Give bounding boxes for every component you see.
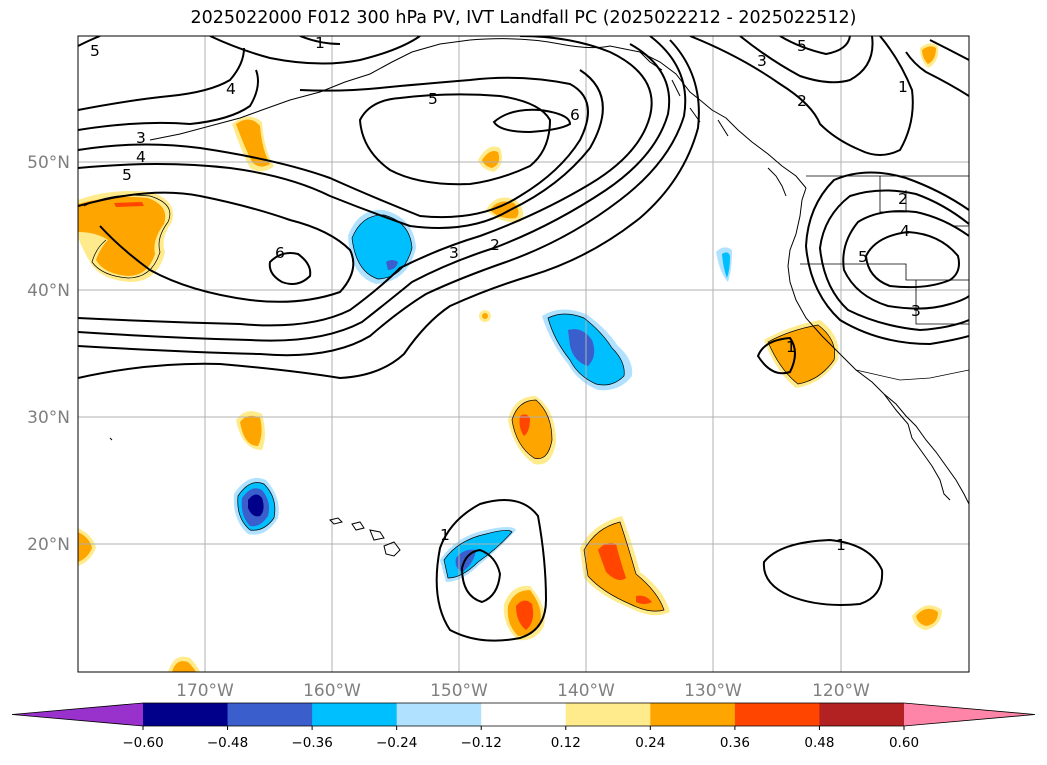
anomaly-outlines [83, 194, 835, 612]
anomaly-positive [598, 542, 626, 580]
contour-label: 5 [858, 248, 868, 266]
anomaly-positive [916, 608, 938, 626]
colorbar-segment [734, 703, 820, 726]
colorbar-tick-label: −0.24 [376, 735, 417, 751]
colorbar-tick-label: 0.36 [720, 735, 750, 751]
anomaly-positive [482, 313, 488, 319]
shaded-anomalies [78, 43, 942, 672]
anomaly-positive [78, 196, 166, 276]
colorbar-extend-max [904, 703, 1035, 726]
anomaly-positive [768, 325, 835, 384]
contour-label: 4 [226, 80, 236, 98]
contour-label: 2 [490, 236, 500, 254]
anomaly-positive [240, 415, 262, 446]
lon-label: 120°W [812, 681, 870, 701]
colorbar-segment [481, 703, 567, 726]
colorbar-extend-min [12, 703, 143, 726]
colorbar-segment [565, 703, 651, 726]
contour-label: 3 [757, 52, 767, 70]
contour-label: 2 [898, 190, 908, 208]
contour-label: 3 [911, 302, 921, 320]
anomaly-negative [248, 494, 264, 517]
contour-label: 4 [900, 222, 910, 240]
lat-label: 30°N [27, 408, 70, 428]
anomaly-positive [636, 595, 652, 604]
colorbar-tick-label: −0.48 [207, 735, 248, 751]
contour-label: 1 [786, 338, 796, 356]
colorbar-segment [819, 703, 905, 726]
colorbar-segment [143, 703, 229, 726]
contour-label: 4 [136, 148, 146, 166]
contour-label: 1 [440, 526, 450, 544]
colorbar: −0.60 −0.48 −0.36 −0.24 −0.12 0.12 0.24 0.36 0.4… [11, 702, 1036, 751]
contour-labels: 5 1 5 3 1 4 2 5 6 3 4 5 3 2 2 4 6 5 3 1 … [90, 34, 921, 554]
anomaly-positive [922, 46, 936, 64]
map-content: 5 1 5 3 1 4 2 5 6 3 4 5 3 2 2 4 6 5 3 1 … [78, 34, 969, 672]
anomaly-negative [386, 260, 398, 270]
anomaly-positive [490, 201, 519, 219]
latitude-labels: 50°N 40°N 30°N 20°N [27, 153, 70, 555]
contour-label: 5 [90, 42, 100, 60]
anomaly-positive [519, 414, 530, 436]
anomaly-negative [455, 549, 476, 572]
colorbar-segment [650, 703, 736, 726]
contour-label: 5 [428, 90, 438, 108]
anomaly-negative [568, 329, 595, 366]
anomaly-positive [482, 151, 500, 168]
contour-label: 3 [449, 244, 459, 262]
colorbar-tick-label: −0.36 [291, 735, 332, 751]
anomaly-positive [78, 532, 92, 562]
colorbar-segment [227, 703, 313, 726]
contour-label: 3 [136, 129, 146, 147]
anomaly-positive [236, 119, 270, 167]
lat-label: 40°N [27, 281, 70, 301]
colorbar-tick-label: −0.60 [122, 735, 163, 751]
contour-label: 6 [275, 244, 285, 262]
contour-label: 1 [898, 78, 908, 96]
contour-label: 5 [122, 166, 132, 184]
colorbar-tick-label: −0.12 [461, 735, 502, 751]
anomaly-positive [172, 661, 196, 672]
colorbar-tick-label: 0.48 [804, 735, 834, 751]
anomaly-positive [516, 600, 534, 630]
anomaly-positive [512, 400, 552, 459]
contour-label: 6 [570, 106, 580, 124]
map-title: 2025022000 F012 300 hPa PV, IVT Landfall… [190, 8, 857, 28]
anomaly-positive [114, 202, 144, 207]
colorbar-tick-label: 0.24 [635, 735, 665, 751]
colorbar-tick-label: 0.60 [889, 735, 919, 751]
contour-label: 2 [797, 92, 807, 110]
contour-label: 1 [836, 536, 846, 554]
contour-label: 1 [315, 34, 325, 52]
anomaly-negative [722, 252, 730, 278]
pv-contours [78, 36, 969, 642]
lat-label: 20°N [27, 535, 70, 555]
map-border [77, 35, 970, 673]
colorbar-segment [312, 703, 398, 726]
contour-label: 5 [797, 37, 807, 55]
gridlines [78, 36, 969, 672]
longitude-labels: 170°W 160°W 150°W 140°W 130°W 120°W [176, 681, 870, 701]
lon-label: 160°W [303, 681, 361, 701]
lon-label: 150°W [430, 681, 488, 701]
lat-label: 50°N [27, 153, 70, 173]
lon-label: 140°W [557, 681, 615, 701]
colorbar-tick-label: 0.12 [551, 735, 581, 751]
lon-label: 130°W [684, 681, 742, 701]
colorbar-segment [396, 703, 482, 726]
lon-label: 170°W [176, 681, 234, 701]
